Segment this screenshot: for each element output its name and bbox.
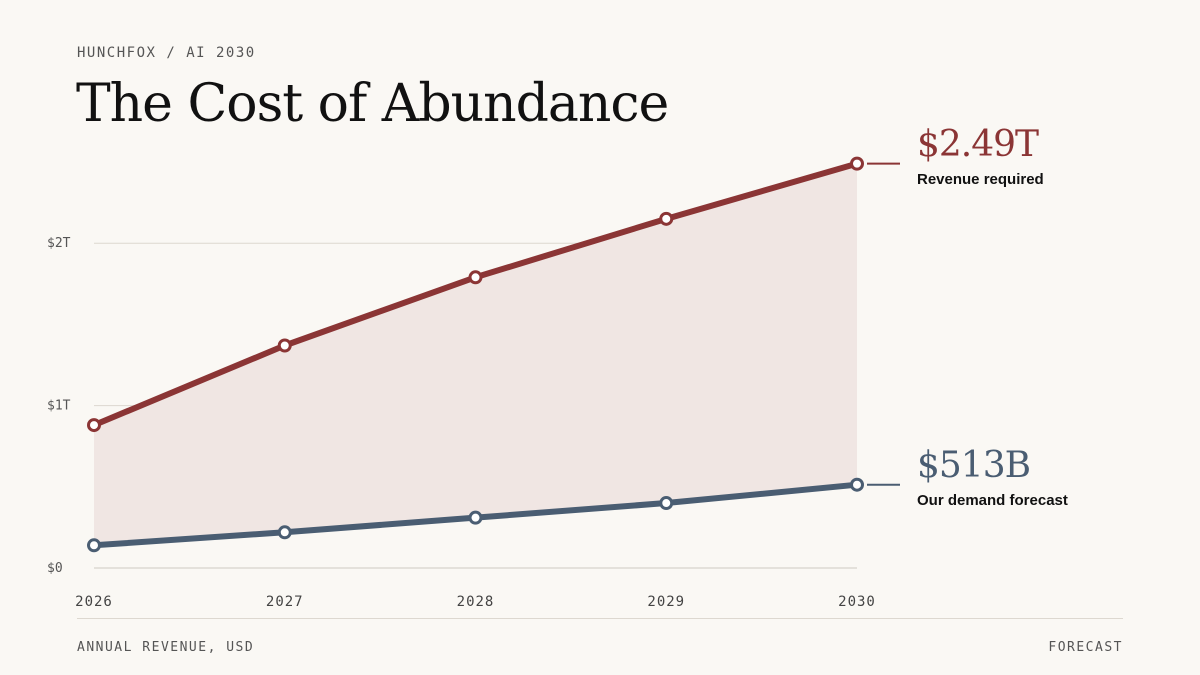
chart-title: The Cost of Abundance bbox=[76, 74, 669, 134]
data-point-forecast-2026 bbox=[87, 538, 101, 553]
y-tick-label: $1T bbox=[47, 399, 71, 414]
data-point-forecast-2028 bbox=[468, 510, 483, 525]
callout-value-forecast: $513B bbox=[917, 444, 1031, 486]
x-tick-label: 2030 bbox=[838, 594, 876, 610]
callout-label-forecast: Our demand forecast bbox=[917, 491, 1068, 509]
x-tick-label: 2028 bbox=[457, 594, 495, 610]
x-tick-label: 2029 bbox=[647, 594, 685, 610]
y-tick-label: $2T bbox=[47, 236, 71, 251]
x-tick-label: 2027 bbox=[266, 594, 304, 610]
data-point-forecast-2027 bbox=[277, 525, 292, 540]
footer-forecast-tag: FORECAST bbox=[1048, 640, 1123, 655]
data-point-forecast-2030 bbox=[850, 477, 864, 492]
data-points-layer bbox=[87, 156, 864, 553]
footer-divider bbox=[77, 618, 1123, 619]
callout-label-required: Revenue required bbox=[917, 170, 1044, 188]
chart-kicker: HUNCHFOX / AI 2030 bbox=[77, 45, 256, 61]
x-ticks-layer: 2026 2027 2028 2029 2030 bbox=[75, 594, 876, 610]
data-point-forecast-2029 bbox=[659, 496, 674, 511]
callout-value-required: $2.49T bbox=[917, 123, 1039, 165]
data-point-required-2027 bbox=[277, 338, 292, 353]
data-point-required-2026 bbox=[87, 418, 101, 433]
data-point-required-2029 bbox=[659, 211, 674, 226]
footer-axis-caption: ANNUAL REVENUE, USD bbox=[77, 640, 255, 655]
data-point-required-2030 bbox=[850, 156, 864, 171]
gap-area-layer bbox=[94, 163, 857, 546]
x-tick-label: 2026 bbox=[75, 594, 113, 610]
gap-area bbox=[94, 163, 857, 546]
callout-connectors-layer bbox=[867, 162, 900, 486]
data-point-required-2028 bbox=[468, 270, 483, 285]
y-tick-label: $0 bbox=[47, 561, 63, 576]
